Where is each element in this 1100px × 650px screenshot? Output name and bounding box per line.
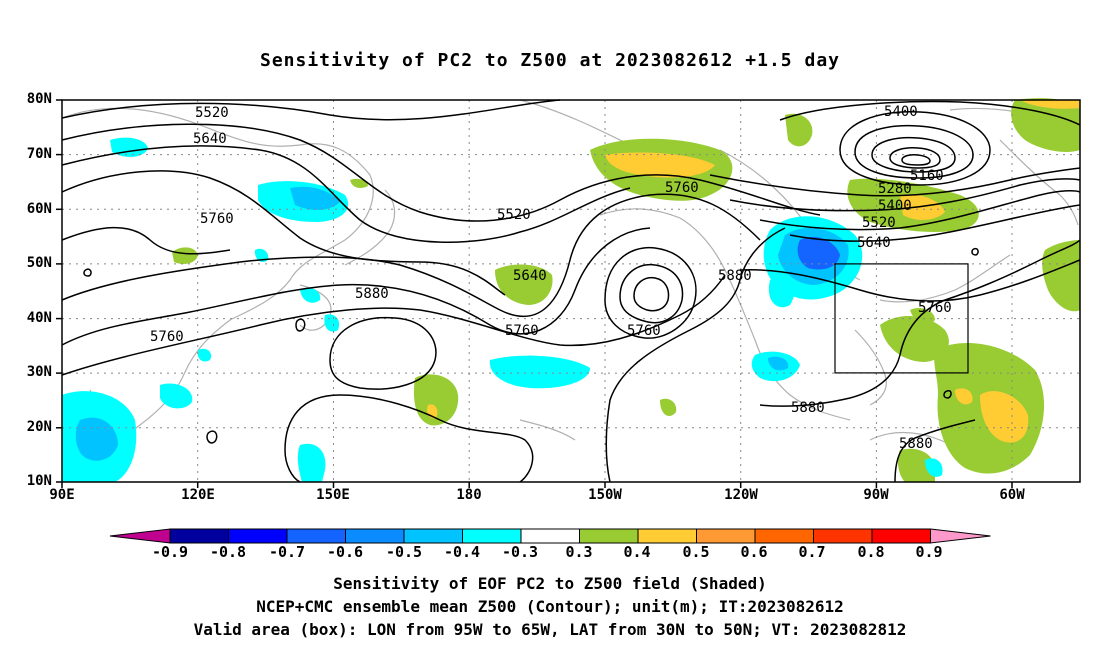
lat-label: 50N	[26, 255, 52, 271]
colorbar-box	[696, 528, 756, 544]
colorbar-label: -0.3	[501, 543, 539, 561]
contour-label: 5760	[150, 329, 184, 345]
colorbar-box	[345, 528, 405, 544]
map-frame	[61, 99, 1081, 483]
lon-label: 180	[456, 487, 482, 503]
lat-label: 40N	[26, 310, 52, 326]
colorbar-box	[579, 528, 639, 544]
lat-label: 30N	[26, 364, 52, 380]
sensitivity-shading	[62, 98, 1080, 482]
colorbar-box	[754, 528, 814, 544]
colorbar-arrow-low	[109, 528, 171, 544]
colorbar-box	[403, 528, 463, 544]
contour-label: 5760	[505, 323, 539, 339]
valid-area-box	[834, 263, 969, 374]
caption-valid-area: Valid area (box): LON from 95W to 65W, L…	[193, 620, 907, 639]
lat-label: 80N	[26, 91, 52, 107]
colorbar-arrow-high	[930, 528, 991, 544]
caption-shading: Sensitivity of EOF PC2 to Z500 field (Sh…	[333, 574, 767, 593]
contour-label: 5520	[195, 105, 229, 121]
lat-label: 70N	[26, 146, 52, 162]
caption-contour: NCEP+CMC ensemble mean Z500 (Contour); u…	[256, 597, 844, 616]
colorbar-box	[169, 528, 229, 544]
z500-contours	[61, 99, 1081, 483]
lon-label: 150W	[588, 487, 622, 503]
coastlines	[61, 99, 1079, 471]
contour-label: 5760	[665, 180, 699, 196]
contour-label: 5880	[791, 400, 825, 416]
contour-label: 5760	[627, 323, 661, 339]
colorbar-label: -0.4	[443, 543, 481, 561]
contour-label: 5880	[718, 268, 752, 284]
contour-label: 5760	[200, 211, 234, 227]
colorbar-label: -0.9	[151, 543, 189, 561]
contour-label: 5640	[513, 268, 547, 284]
lon-label: 120E	[181, 487, 215, 503]
colorbar	[109, 528, 991, 544]
colorbar-label: 0.5	[682, 543, 710, 561]
map-title: Sensitivity of PC2 to Z500 at 2023082612…	[259, 50, 840, 71]
lat-label: 60N	[26, 201, 52, 217]
contour-label: 5520	[862, 215, 896, 231]
lat-label: 10N	[26, 473, 52, 489]
colorbar-box	[637, 528, 697, 544]
contour-label: 5400	[884, 104, 918, 120]
colorbar-label: -0.7	[268, 543, 306, 561]
lon-label: 150E	[316, 487, 350, 503]
colorbar-label: 0.4	[623, 543, 651, 561]
colorbar-label: 0.7	[798, 543, 826, 561]
lon-label: 120W	[724, 487, 758, 503]
colorbar-label: -0.8	[209, 543, 247, 561]
colorbar-box	[462, 528, 522, 544]
lon-label: 90W	[863, 487, 889, 503]
lat-label: 20N	[26, 419, 52, 435]
contour-label: 5520	[497, 207, 531, 223]
colorbar-label: 0.9	[915, 543, 943, 561]
contour-label: 5880	[899, 436, 933, 452]
contour-label: 5160	[910, 168, 944, 184]
colorbar-box	[520, 528, 580, 544]
colorbar-box	[286, 528, 346, 544]
colorbar-box	[228, 528, 288, 544]
contour-label: 5760	[918, 300, 952, 316]
contour-label: 5640	[857, 235, 891, 251]
colorbar-label: 0.6	[740, 543, 768, 561]
lon-label: 60W	[999, 487, 1025, 503]
colorbar-label: 0.3	[565, 543, 593, 561]
colorbar-label: -0.6	[326, 543, 364, 561]
contour-label: 5880	[355, 286, 389, 302]
axis-ticks	[56, 99, 1013, 488]
lon-label: 90E	[49, 487, 75, 503]
colorbar-box	[813, 528, 873, 544]
contour-labels: 5520 5640 5760 5520 5640 5760 5880 5760 …	[150, 104, 952, 452]
colorbar-label: 0.8	[857, 543, 885, 561]
contour-label: 5400	[878, 198, 912, 214]
contour-label: 5280	[878, 181, 912, 197]
colorbar-label: -0.5	[385, 543, 423, 561]
contour-label: 5640	[193, 131, 227, 147]
colorbar-box	[871, 528, 931, 544]
